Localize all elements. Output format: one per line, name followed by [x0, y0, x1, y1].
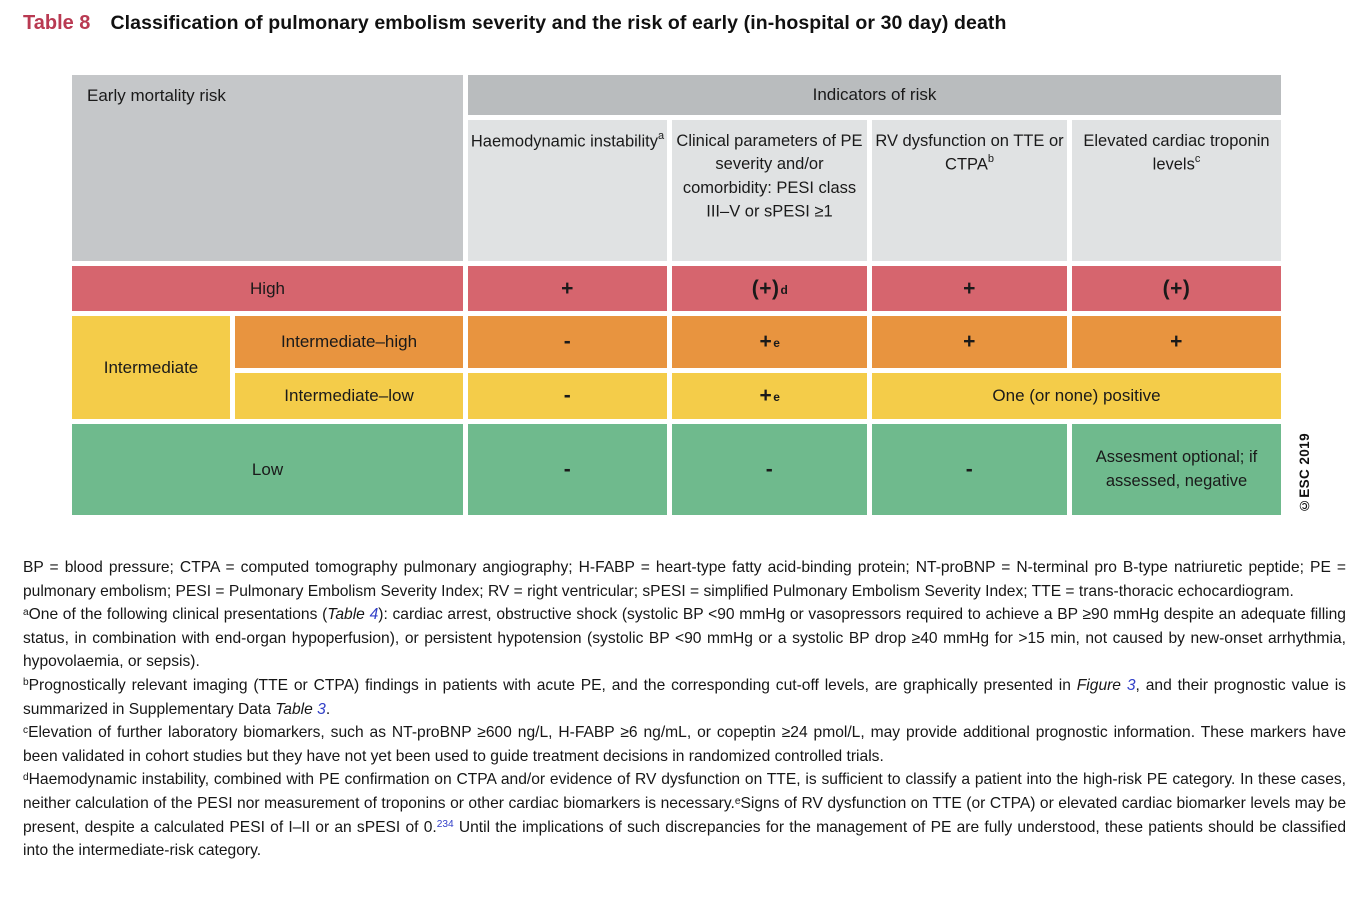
footnote-c: cElevation of further laboratory biomark… — [23, 721, 1346, 768]
cell-inth-haemodynamic: - — [468, 316, 667, 368]
row-label-intermediate-high: Intermediate–high — [235, 316, 463, 368]
text-segment: c — [23, 724, 29, 736]
footnote-abbreviations: BP = blood pressure; CTPA = computed tom… — [23, 556, 1346, 603]
corner-header-early-mortality-risk: Early mortality risk — [72, 75, 463, 261]
col-header-cardiac-troponin: Elevated cardiac troponin levelsc — [1072, 120, 1281, 261]
risk-classification-table: Early mortality risk Indicators of risk … — [72, 75, 1312, 515]
footnote-marker-d: d — [780, 282, 789, 297]
footnotes-block: BP = blood pressure; CTPA = computed tom… — [23, 556, 1346, 863]
text-segment: Until the implications of such discrepan… — [23, 818, 1347, 860]
text-segment: Prognostically relevant imaging (TTE or … — [28, 677, 1077, 695]
row-label-intermediate-low: Intermediate–low — [235, 373, 463, 419]
footnote-marker-e: e — [773, 390, 781, 404]
footnote-marker-b: b — [987, 153, 994, 166]
text-segment: BP = blood pressure; CTPA = computed tom… — [23, 559, 1346, 600]
cell-inth-troponin: + — [1072, 316, 1281, 368]
col-header-clinical-parameters: Clinical parameters of PE severity and/o… — [672, 120, 867, 261]
footnote-marker-a: a — [657, 130, 665, 142]
row-label-high: High — [72, 266, 463, 311]
reference-link[interactable]: 3 — [1126, 677, 1136, 695]
text-segment: Signs of RV dysfunction on TTE (or CTPA)… — [23, 795, 1346, 836]
group-header-indicators-of-risk: Indicators of risk — [468, 75, 1281, 115]
text-segment: Haemodynamic instability, combined with … — [23, 771, 1346, 813]
cell-high-troponin: (+) — [1072, 266, 1281, 311]
table-grid: Early mortality risk Indicators of risk … — [72, 75, 1281, 515]
footnote-d-e: dHaemodynamic instability, combined with… — [23, 768, 1346, 862]
text-segment: Elevation of further laboratory biomarke… — [23, 724, 1346, 765]
col-header-haemodynamic-instability: Haemodynamic instabilitya — [468, 120, 667, 261]
col-header-text: RV dysfunction on TTE or CTPA — [875, 132, 1064, 174]
text-segment: . — [325, 700, 331, 718]
table-title: Classification of pulmonary embolism sev… — [110, 12, 1007, 34]
cell-inth-clinical: + e — [672, 316, 867, 368]
footnote-a: aOne of the following clinical presentat… — [23, 603, 1346, 674]
col-header-text: Clinical parameters of PE severity and/o… — [676, 132, 863, 221]
esc-copyright-label: ©ESC 2019 — [1297, 432, 1312, 513]
cell-intl-clinical: + e — [672, 373, 867, 419]
text-segment: e — [734, 795, 741, 807]
cell-high-rv: + — [872, 266, 1067, 311]
table-caption: Table 8 Classification of pulmonary embo… — [23, 12, 1346, 35]
cell-low-clinical: - — [672, 424, 867, 515]
reference-link[interactable]: 3 — [317, 700, 326, 718]
cell-low-rv: - — [872, 424, 1067, 515]
col-header-text: Haemodynamic instability — [470, 132, 658, 151]
cell-high-clinical: (+) d — [672, 266, 867, 311]
cell-low-assessment-note: Assesment optional; if assessed, negativ… — [1072, 424, 1281, 515]
table-number-label: Table 8 — [23, 12, 91, 34]
cell-low-haemodynamic: - — [468, 424, 667, 515]
text-segment: One of the following clinical presentati… — [28, 606, 328, 624]
col-header-rv-dysfunction: RV dysfunction on TTE or CTPAb — [872, 120, 1067, 261]
row-label-low: Low — [72, 424, 463, 515]
reference-link[interactable]: 4 — [369, 606, 379, 624]
document-page: Table 8 Classification of pulmonary embo… — [23, 12, 1346, 863]
col-header-text: Elevated cardiac troponin levels — [1083, 132, 1270, 174]
text-segment: a — [23, 606, 29, 618]
cell-inth-rv: + — [872, 316, 1067, 368]
text-segment: b — [23, 677, 29, 689]
cell-intl-haemodynamic: - — [468, 373, 667, 419]
text-segment: Figure — [1076, 677, 1127, 695]
reference-link[interactable]: 234 — [436, 819, 454, 831]
footnote-b: bPrognostically relevant imaging (TTE or… — [23, 674, 1346, 721]
footnote-marker-c: c — [1194, 153, 1201, 166]
text-segment: d — [23, 771, 29, 783]
text-segment: Table — [275, 700, 318, 718]
row-label-intermediate: Intermediate — [72, 316, 230, 419]
text-segment: , and their prognostic value is summariz… — [23, 677, 1346, 718]
cell-intl-one-or-none-positive: One (or none) positive — [872, 373, 1281, 419]
footnote-marker-e: e — [773, 336, 781, 350]
cell-high-haemodynamic: + — [468, 266, 667, 311]
text-segment: Table — [327, 606, 370, 624]
text-segment: ): cardiac arrest, obstructive shock (sy… — [23, 606, 1346, 671]
